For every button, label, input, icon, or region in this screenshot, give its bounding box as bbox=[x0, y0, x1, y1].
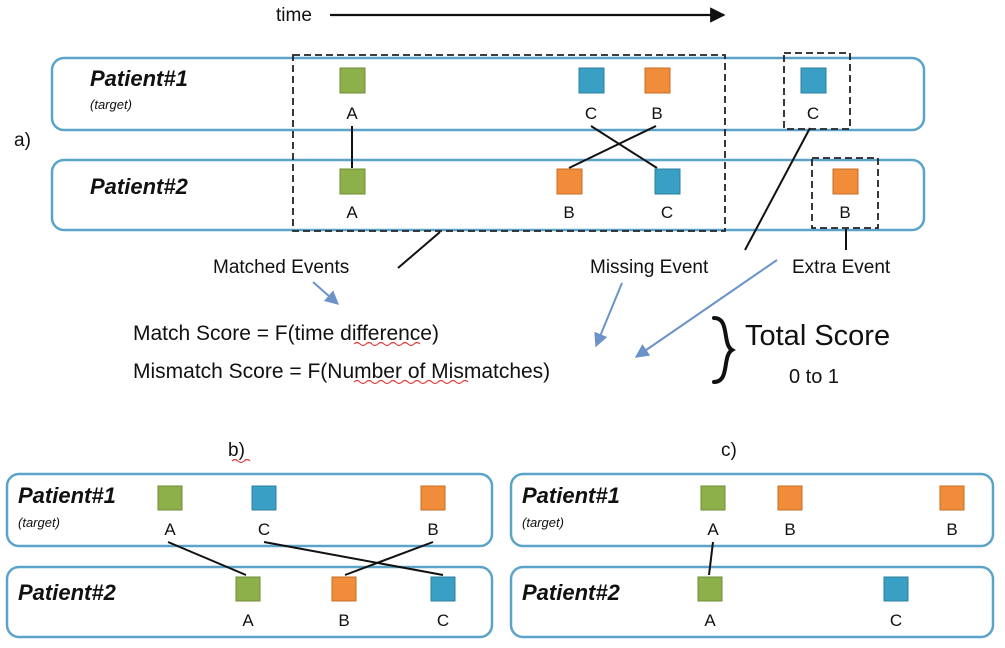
event-a-marker bbox=[700, 485, 726, 511]
event-c-label: C bbox=[661, 203, 673, 222]
event-a-marker bbox=[339, 67, 366, 94]
event-b-label: B bbox=[946, 520, 957, 539]
missing-event-caption: Missing Event bbox=[590, 257, 709, 278]
event-b-marker bbox=[331, 576, 357, 602]
panel-a-patient1-title: Patient#1 bbox=[90, 66, 188, 91]
matched-to-match-arrow bbox=[312, 281, 340, 305]
event-b-marker bbox=[777, 485, 803, 511]
event-c-label: C bbox=[585, 104, 597, 123]
panel-a-label: a) bbox=[14, 130, 31, 151]
matched-events-box bbox=[292, 54, 726, 232]
link-b-b bbox=[344, 541, 434, 576]
mismatch-score-formula: Mismatch Score = F(Number of Mismatches) bbox=[133, 360, 550, 383]
event-c-marker bbox=[430, 576, 456, 602]
event-b-label: B bbox=[784, 520, 795, 539]
panel-c-lane-patient1 bbox=[509, 472, 995, 548]
total-score-title: Total Score bbox=[745, 320, 890, 352]
event-a-label: A bbox=[704, 611, 716, 630]
event-c-label: C bbox=[890, 611, 902, 630]
panel-b-label: b) bbox=[228, 440, 245, 461]
event-a-label: A bbox=[346, 104, 358, 123]
event-a-label: A bbox=[242, 611, 254, 630]
event-b-marker bbox=[939, 485, 965, 511]
event-b-label: B bbox=[427, 520, 438, 539]
event-b-label: B bbox=[563, 203, 574, 222]
spellcheck-underline bbox=[231, 458, 251, 464]
event-c-marker bbox=[578, 67, 605, 94]
missing-to-mismatch-arrow bbox=[594, 282, 623, 348]
panel-b-patient1-sub: (target) bbox=[18, 515, 60, 530]
match-score-formula: Match Score = F(time difference) bbox=[133, 322, 439, 345]
panel-b-patient2-title: Patient#2 bbox=[18, 580, 117, 605]
event-c-marker bbox=[251, 485, 277, 511]
spellcheck-underline bbox=[353, 341, 421, 347]
link-b-a bbox=[167, 541, 247, 576]
event-a-label: A bbox=[164, 520, 176, 539]
missing-pointer bbox=[744, 127, 811, 251]
event-a-label: A bbox=[346, 203, 358, 222]
panel-c-lane-patient2 bbox=[509, 565, 995, 639]
brace bbox=[712, 316, 736, 384]
event-a-label: A bbox=[707, 520, 719, 539]
panel-c-patient1-title: Patient#1 bbox=[522, 483, 620, 508]
event-a-marker bbox=[235, 576, 261, 602]
panel-b-lane-patient2 bbox=[5, 565, 494, 639]
missing-event-c-label: C bbox=[807, 104, 819, 123]
missing-event-c-marker bbox=[800, 67, 827, 94]
event-a-marker bbox=[339, 168, 366, 195]
extra-event-b-label: B bbox=[839, 203, 850, 222]
extra-event-b-marker bbox=[832, 168, 859, 195]
event-b-marker bbox=[420, 485, 446, 511]
event-c-label: C bbox=[437, 611, 449, 630]
link-a-b bbox=[568, 125, 657, 169]
panel-a-lane-patient1 bbox=[50, 56, 926, 132]
matched-events-caption: Matched Events bbox=[213, 257, 349, 278]
event-c-label: C bbox=[258, 520, 270, 539]
extra-event-box bbox=[811, 157, 879, 229]
link-c-a bbox=[708, 541, 714, 576]
time-label: time bbox=[276, 5, 312, 26]
event-c-marker bbox=[654, 168, 681, 195]
panel-a-patient1-sub: (target) bbox=[90, 97, 132, 112]
extra-to-mismatch-arrow bbox=[634, 259, 778, 358]
panel-b-patient1-title: Patient#1 bbox=[18, 483, 116, 508]
panel-a-patient2-title: Patient#2 bbox=[90, 174, 189, 199]
spellcheck-underline bbox=[353, 379, 469, 385]
extra-event-caption: Extra Event bbox=[792, 257, 891, 278]
matched-pointer bbox=[397, 231, 441, 269]
event-b-label: B bbox=[338, 611, 349, 630]
panel-c-patient2-title: Patient#2 bbox=[522, 580, 621, 605]
panel-b-lane-patient1 bbox=[5, 472, 494, 548]
panel-a-lane-patient2 bbox=[50, 158, 926, 232]
panel-c-patient1-sub: (target) bbox=[522, 515, 564, 530]
event-b-marker bbox=[644, 67, 671, 94]
total-score-range: 0 to 1 bbox=[789, 366, 839, 388]
event-b-label: B bbox=[651, 104, 662, 123]
event-a-marker bbox=[697, 576, 723, 602]
link-b-c bbox=[263, 541, 444, 576]
link-a-c bbox=[590, 125, 658, 169]
panel-c-label: c) bbox=[721, 440, 737, 461]
event-a-marker bbox=[157, 485, 183, 511]
event-b-marker bbox=[556, 168, 583, 195]
missing-event-box bbox=[783, 52, 851, 130]
event-c-marker bbox=[883, 576, 909, 602]
